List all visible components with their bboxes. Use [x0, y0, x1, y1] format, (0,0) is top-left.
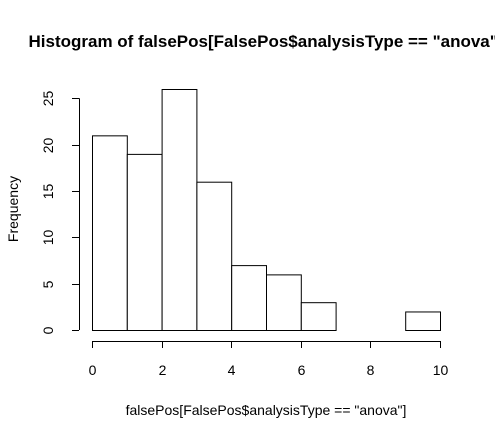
- histogram-bar: [196, 181, 233, 331]
- x-tick-label: 4: [228, 362, 236, 378]
- histogram-bar: [405, 311, 442, 332]
- histogram-bar: [126, 153, 163, 331]
- y-tick-label: 5: [40, 280, 56, 288]
- y-tick-label: 15: [40, 184, 56, 200]
- x-tick-label: 0: [89, 362, 97, 378]
- y-axis-label: Frequency: [5, 176, 21, 242]
- y-tick-label: 20: [40, 138, 56, 154]
- x-axis: 0 2 4 6 8 10: [89, 341, 449, 378]
- histogram-bar: [161, 89, 198, 331]
- histogram-bars: [92, 89, 442, 332]
- histogram-bar: [300, 302, 337, 332]
- chart-title: Histogram of falsePos[FalsePos$analysisT…: [29, 32, 495, 51]
- y-tick-label: 25: [40, 91, 56, 107]
- histogram-bar: [92, 135, 128, 331]
- histogram-bar: [231, 265, 267, 331]
- x-tick-label: 6: [298, 362, 306, 378]
- y-tick-label: 0: [40, 326, 56, 334]
- x-tick-label: 10: [433, 362, 449, 378]
- y-tick-label: 10: [40, 230, 56, 246]
- x-tick-label: 8: [367, 362, 375, 378]
- y-axis: 0 5 10 15 20 25: [40, 91, 80, 334]
- x-axis-label: falsePos[FalsePos$analysisType == "anova…: [126, 402, 407, 418]
- x-tick-label: 2: [159, 362, 167, 378]
- histogram-bar: [266, 274, 302, 331]
